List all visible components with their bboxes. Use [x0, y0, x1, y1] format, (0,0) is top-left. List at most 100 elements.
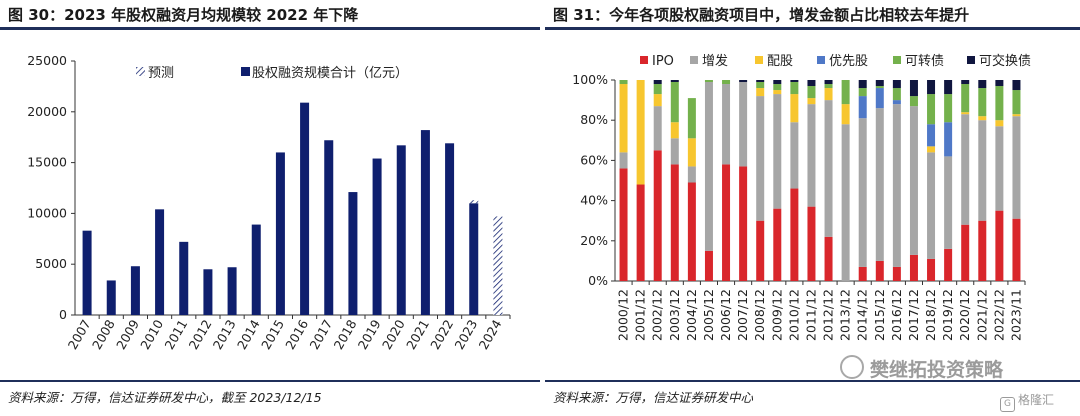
left-bar [203, 269, 213, 315]
left-x-tick-label: 2013 [210, 317, 239, 352]
right-bar-segment [756, 220, 765, 281]
left-bar [396, 145, 406, 315]
right-x-tick-label: 2017/12 [906, 289, 921, 341]
left-forecast-bar [493, 216, 503, 315]
right-x-tick-label: 2023/11 [1008, 289, 1023, 341]
right-bar-segment [653, 80, 662, 85]
right-bar-segment [807, 80, 816, 87]
right-bar-segment [995, 126, 1004, 211]
legend-label-total: 股权融资规模合计（亿元） [252, 65, 408, 81]
left-bar [155, 209, 165, 315]
left-y-tick-label: 5000 [35, 256, 67, 271]
left-x-tick-label: 2018 [331, 317, 360, 352]
right-bar-segment [875, 86, 884, 89]
right-bar-segment [1012, 218, 1021, 281]
left-source-rule [0, 380, 540, 382]
right-bar-segment [961, 114, 970, 225]
watermark-text: 樊继拓投资策略 [870, 359, 1004, 381]
right-legend-label: 优先股 [829, 54, 868, 69]
right-bar-segment [739, 166, 748, 281]
right-bar-segment [773, 90, 782, 95]
left-x-tick-label: 2019 [355, 317, 384, 352]
right-bar-segment [927, 80, 936, 95]
right-bar-segment [653, 106, 662, 151]
right-bar-segment [739, 80, 748, 83]
right-bar-segment [807, 104, 816, 207]
left-x-tick-label: 2024 [476, 317, 505, 352]
left-bar [469, 203, 479, 315]
right-bar-segment [927, 152, 936, 259]
left-bar [275, 152, 285, 315]
right-bar-segment [909, 106, 918, 255]
right-y-tick-label: 40% [580, 193, 608, 208]
right-bar-segment [927, 258, 936, 281]
right-bar-segment [892, 80, 901, 89]
right-bar-segment [875, 80, 884, 87]
right-bar-segment [756, 80, 765, 83]
right-chart-title: 图 31：今年各项股权融资项目中，增发金额占比相较去年提升 [553, 6, 970, 24]
wechat-icon [840, 355, 864, 379]
right-bar-segment [756, 88, 765, 97]
right-bar-segment [670, 80, 679, 83]
right-x-tick-label: 2019/12 [940, 289, 955, 341]
right-bar-segment [670, 82, 679, 123]
right-bar-segment [687, 182, 696, 281]
right-bar-segment [670, 122, 679, 139]
right-bar-segment [961, 224, 970, 281]
right-bar-segment [841, 104, 850, 125]
right-x-tick-label: 2004/12 [684, 289, 699, 341]
right-bar-segment [944, 94, 953, 123]
right-bar-segment [824, 100, 833, 237]
right-bar-segment [1012, 116, 1021, 219]
left-chart-title: 图 30：2023 年股权融资月均规模较 2022 年下降 [8, 6, 359, 24]
right-bar-segment [995, 120, 1004, 127]
left-x-tick-label: 2010 [137, 317, 166, 352]
right-bar-segment [978, 220, 987, 281]
right-bar-segment [978, 120, 987, 221]
left-bar [179, 241, 189, 315]
right-bar-segment [704, 250, 713, 281]
right-bar-segment [927, 94, 936, 125]
right-bar-segment [927, 124, 936, 147]
right-bar-segment [807, 98, 816, 105]
right-bar-segment [773, 208, 782, 281]
right-y-tick-label: 0% [588, 273, 608, 288]
right-legend-swatch [967, 56, 975, 64]
left-x-tick-label: 2015 [258, 317, 287, 352]
right-x-tick-label: 2014/12 [855, 289, 870, 341]
right-y-tick-label: 80% [580, 112, 608, 127]
right-x-tick-label: 2009/12 [769, 289, 784, 341]
right-x-tick-label: 2020/12 [957, 289, 972, 341]
left-chart-source: 资料来源：万得，信达证券研发中心，截至 2023/12/15 [8, 390, 322, 405]
right-bar-segment [892, 104, 901, 267]
right-bar-segment [824, 88, 833, 101]
right-source-rule [545, 380, 1080, 382]
right-legend-swatch [893, 56, 901, 64]
right-bar-segment [944, 80, 953, 95]
left-x-tick-label: 2021 [403, 317, 432, 352]
left-x-tick-label: 2016 [282, 317, 311, 352]
right-bar-segment [653, 94, 662, 107]
right-bar-segment [670, 164, 679, 281]
right-x-tick-label: 2018/12 [923, 289, 938, 341]
right-bar-segment [892, 100, 901, 105]
left-y-tick-label: 15000 [27, 155, 67, 170]
right-bar-segment [909, 80, 918, 97]
left-bar [106, 280, 116, 315]
right-legend-label: IPO [652, 54, 674, 69]
right-legend-label: 可转债 [905, 54, 944, 69]
left-x-tick-label: 2009 [113, 317, 142, 352]
right-x-tick-label: 2002/12 [650, 289, 665, 341]
right-chart-source: 资料来源：万得，信达证券研发中心 [553, 390, 754, 405]
right-bar-segment [739, 82, 748, 167]
right-x-tick-label: 2012/12 [821, 289, 836, 341]
right-bar-segment [961, 80, 970, 85]
right-bar-segment [875, 108, 884, 261]
right-bar-segment [1012, 114, 1021, 117]
right-bar-segment [909, 254, 918, 281]
right-bar-segment [927, 146, 936, 153]
right-bar-segment [961, 84, 970, 113]
right-bar-segment [704, 80, 713, 83]
legend-swatch-forecast [136, 67, 145, 76]
right-bar-segment [978, 116, 987, 121]
